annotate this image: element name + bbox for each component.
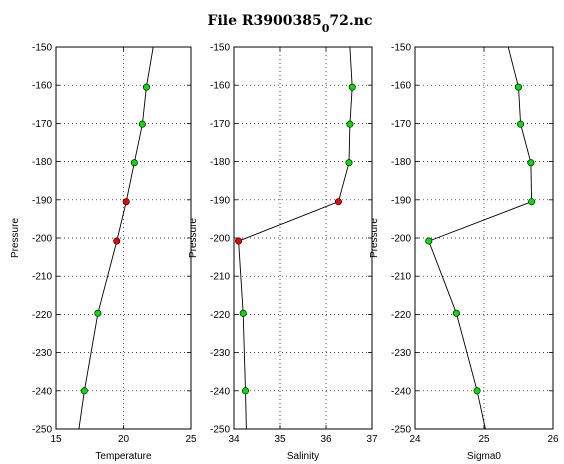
y-tick-label: -150 [32,43,52,54]
y-tick-label: -190 [210,195,230,206]
y-tick-label: -160 [391,81,411,92]
data-point [80,387,88,395]
data-point [346,120,354,128]
y-tick-label: -220 [210,310,230,321]
x-tick-label: 26 [547,434,559,445]
x-axis-label: Salinity [287,451,319,462]
data-point [517,120,525,128]
y-tick-label: -180 [32,157,52,168]
x-tick-label: 35 [274,434,286,445]
data-point [122,198,130,206]
data-point [452,309,460,317]
panel-sigma0: 24 25 26 -150 -160 -170 -180 -190 -200 -210 -220 -2… [369,43,559,463]
data-point [130,159,138,167]
data-point [239,309,247,317]
x-tick-label: 24 [409,434,421,445]
panel-salinity: 34 35 36 37 -150 -160 -170 -180 -190 -200 -210 -220… [188,43,378,463]
data-point [514,83,522,91]
y-tick-label: -170 [210,119,230,130]
panels: 15 20 25 -150 -160 -170 -180 -190 -200 -210 -220 -2… [10,43,559,463]
y-tick-label: -230 [391,348,411,359]
y-tick-label: -190 [391,195,411,206]
x-tick-label: 25 [478,434,490,445]
data-point [334,198,342,206]
y-tick-label: -240 [391,386,411,397]
title-main: File R3900385 [208,13,322,29]
y-tick-label: -180 [391,157,411,168]
y-tick-label: -180 [210,157,230,168]
y-tick-label: -210 [210,272,230,283]
x-tick-label: 36 [320,434,332,445]
x-tick-label: 15 [50,434,62,445]
x-axis-label: Sigma0 [467,451,501,462]
y-tick-label: -250 [32,425,52,436]
y-tick-label: -230 [210,348,230,359]
data-point [138,120,146,128]
y-tick-label: -160 [210,81,230,92]
panel-temperature: 15 20 25 -150 -160 -170 -180 -190 -200 -210 -220 -2… [10,43,197,463]
data-point [528,198,536,206]
y-tick-label: -150 [210,43,230,54]
x-axis-label: Temperature [95,451,152,462]
data-point [473,387,481,395]
y-axis-label: Pressure [188,218,199,258]
y-tick-label: -210 [32,272,52,283]
data-point [242,387,250,395]
x-tick-label: 37 [366,434,378,445]
axes-frame [55,46,192,430]
data-point [527,159,535,167]
x-tick-label: 25 [185,434,197,445]
data-point [235,237,243,245]
axes-frame [233,46,373,430]
y-tick-label: -240 [32,386,52,397]
data-point [348,83,356,91]
y-tick-label: -200 [210,234,230,245]
axes-frame [414,46,554,430]
data-point [142,83,150,91]
y-tick-label: -220 [32,310,52,321]
figure-title: File R3900385072.nc [208,13,373,35]
y-tick-label: -200 [32,234,52,245]
title-suffix: 72.nc [329,13,372,29]
y-tick-label: -250 [210,425,230,436]
data-point [345,159,353,167]
data-point [94,309,102,317]
y-tick-label: -220 [391,310,411,321]
y-tick-label: -150 [391,43,411,54]
data-point [425,237,433,245]
y-tick-label: -170 [391,119,411,130]
y-tick-label: -190 [32,195,52,206]
y-axis-label: Pressure [10,218,21,258]
x-tick-label: 34 [228,434,240,445]
y-tick-label: -210 [391,272,411,283]
y-tick-label: -160 [32,81,52,92]
y-tick-label: -250 [391,425,411,436]
y-tick-label: -240 [210,386,230,397]
title-subscript: 0 [322,22,330,35]
y-tick-label: -200 [391,234,411,245]
y-tick-label: -170 [32,119,52,130]
data-point [113,237,121,245]
y-tick-label: -230 [32,348,52,359]
y-axis-label: Pressure [369,218,380,258]
x-tick-label: 20 [118,434,130,445]
